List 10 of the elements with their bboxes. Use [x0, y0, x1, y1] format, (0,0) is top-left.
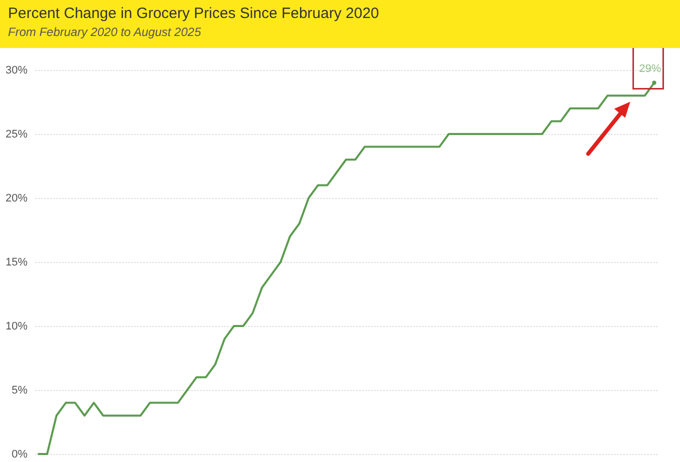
data-label: 29%	[639, 62, 662, 75]
y-tick-label: 15%	[5, 256, 28, 268]
y-tick-label: 20%	[5, 192, 28, 204]
chart-title: Percent Change in Grocery Prices Since February 2020	[8, 4, 380, 24]
chart-subtitle: From February 2020 to August 2025	[8, 24, 202, 40]
y-tick-label: 30%	[5, 64, 28, 76]
y-tick-label: 10%	[5, 320, 28, 332]
y-tick-label: 0%	[12, 448, 28, 460]
y-tick-label: 25%	[5, 128, 28, 140]
y-tick-label: 5%	[12, 384, 28, 396]
